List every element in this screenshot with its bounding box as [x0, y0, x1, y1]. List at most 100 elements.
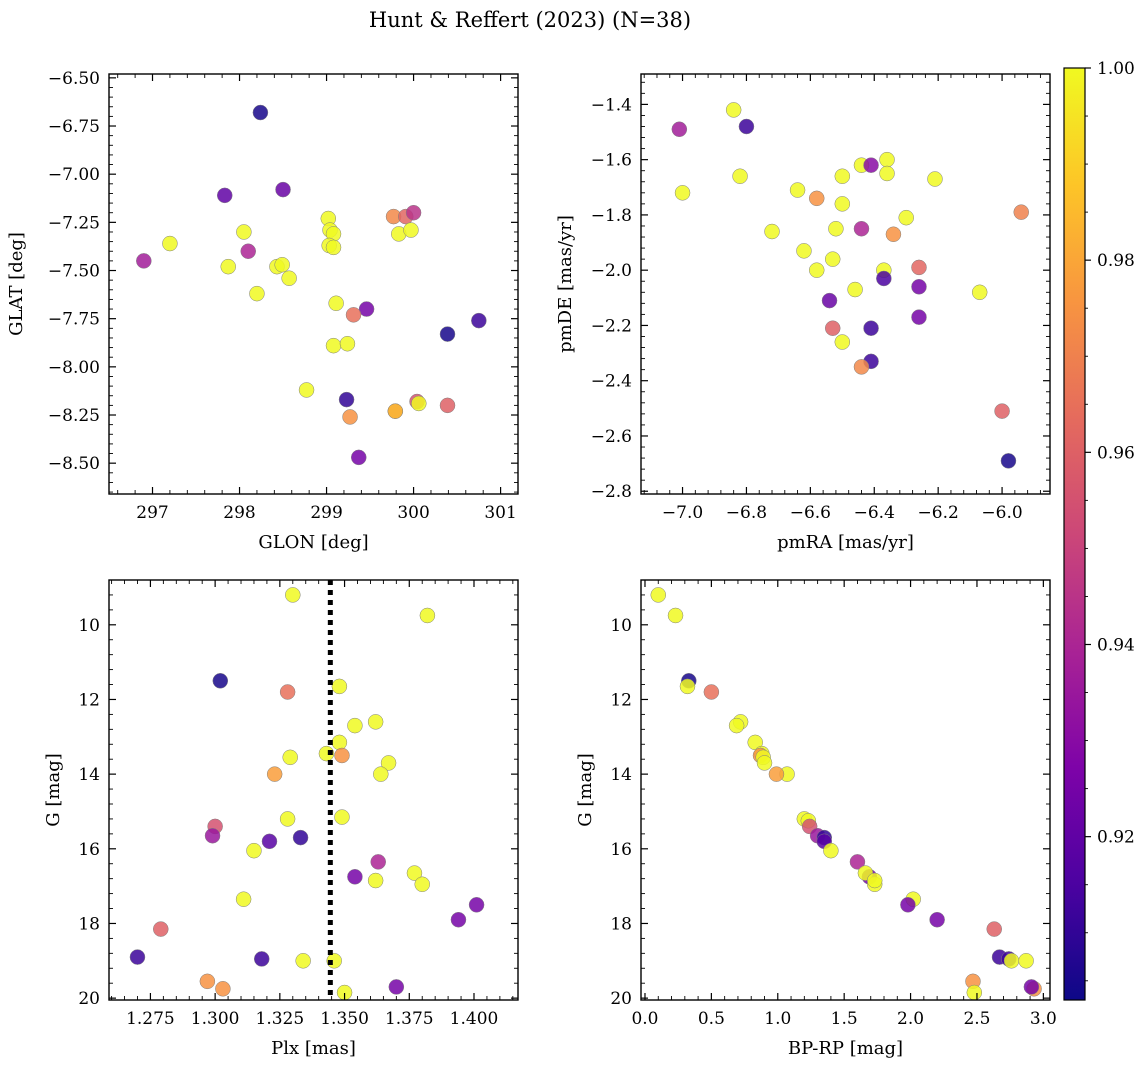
scatter-point [406, 865, 423, 881]
scatter-point [295, 953, 311, 969]
panel-glon-glat: 297 298 299 300 301 −6.50 −6.75 −7.00 −7.25 −7.50… [6, 69, 519, 553]
scatter-point [282, 749, 298, 766]
x-tick-label: 1.5 [831, 1009, 858, 1029]
scatter-point [334, 747, 350, 764]
scatter-point [279, 684, 296, 700]
x-tick-label: 2.5 [963, 1009, 990, 1029]
colorbar-tick-label: 0.92 [1097, 828, 1135, 848]
scatter-point [253, 951, 270, 967]
scatter-point [703, 684, 720, 700]
scatter-point [162, 235, 178, 252]
scatter-point [849, 854, 866, 870]
scatter-points [136, 104, 487, 466]
scatter-point [853, 220, 870, 237]
y-tick-label: −2.4 [591, 372, 632, 392]
scatter-point [403, 222, 419, 238]
x-tick-label: −7.0 [662, 503, 703, 523]
scatter-point [370, 854, 386, 870]
scatter-point [345, 307, 362, 323]
scatter-point [338, 391, 355, 408]
scatter-points [671, 102, 1029, 469]
y-tick-label: 18 [78, 914, 100, 934]
y-tick-label: −6.50 [48, 69, 100, 89]
x-axis-label: pmRA [mas/yr] [777, 532, 914, 553]
scatter-point [331, 678, 348, 695]
y-tick-label: −7.50 [48, 262, 100, 282]
colorbar-tick-label: 1.00 [1097, 59, 1135, 79]
scatter-point [876, 270, 892, 287]
colorbar-tick-label: 0.94 [1097, 635, 1135, 655]
scatter-point [732, 168, 748, 184]
x-tick-label: 1.300 [191, 1009, 240, 1029]
scatter-point [450, 911, 467, 928]
plot-frame [108, 73, 519, 495]
scatter-point [347, 869, 363, 885]
x-tick-label: 301 [484, 503, 516, 523]
scatter-point [336, 984, 353, 1000]
scatter-point [863, 320, 879, 336]
scatter-point [235, 891, 252, 907]
scatter-point [204, 827, 221, 844]
plot-frame [108, 579, 519, 1001]
y-tick-label: −8.50 [48, 454, 100, 474]
scatter-point [411, 395, 427, 412]
x-tick-label: −6.6 [790, 503, 831, 523]
panel-parallax-magnitude: 1.275 1.300 1.325 1.350 1.375 1.400 10 12 14 16 18… [43, 579, 519, 1059]
scatter-point [900, 897, 916, 913]
x-tick-label: 1.375 [385, 1009, 434, 1029]
scatter-point [764, 223, 780, 240]
scatter-points [129, 587, 485, 1000]
scatter-point [671, 121, 688, 138]
scatter-point [246, 842, 262, 859]
scatter-point [834, 196, 851, 212]
scatter-point [823, 842, 839, 859]
scatter-point [439, 326, 456, 342]
scatter-point [927, 171, 943, 187]
scatter-point [738, 118, 755, 135]
scatter-point [367, 872, 384, 889]
scatter-point [325, 239, 342, 256]
scatter-point [328, 295, 344, 312]
y-axis-label: pmDE [mas/yr] [555, 215, 576, 353]
scatter-point [828, 220, 844, 237]
y-tick-label: 10 [610, 616, 632, 636]
colorbar: 0.92 0.94 0.96 0.98 1.00 [1063, 59, 1135, 1001]
scatter-point [347, 717, 363, 734]
y-tick-label: 14 [610, 765, 632, 785]
scatter-point [768, 766, 785, 782]
y-tick-label: −2.6 [591, 427, 632, 447]
y-tick-label: −6.75 [48, 117, 100, 137]
y-tick-label: 10 [78, 616, 100, 636]
scatter-point [367, 714, 384, 730]
panel-color-magnitude: 0.0 0.5 1.0 1.5 2.0 2.5 3.0 10 12 14 16 18 20 BP-RP [… [575, 579, 1057, 1059]
x-tick-label: 1.0 [764, 1009, 791, 1029]
scatter-point [725, 102, 742, 118]
scatter-point [153, 921, 169, 937]
y-tick-label: 14 [78, 765, 100, 785]
scatter-point [879, 151, 895, 168]
scatter-point [325, 337, 342, 354]
scatter-point [405, 204, 422, 221]
scatter-point [380, 755, 397, 771]
scatter-point [898, 209, 914, 226]
y-tick-label: 16 [610, 840, 632, 860]
panel-proper-motion: −7.0 −6.8 −6.6 −6.4 −6.2 −6.0 −1.4 −1.6 −1.8 −2.0… [555, 73, 1051, 553]
scatter-points [650, 587, 1042, 1000]
scatter-point [911, 279, 927, 295]
scatter-point [388, 979, 405, 995]
scatter-point [285, 587, 301, 603]
y-tick-label: 12 [610, 690, 632, 710]
x-tick-label: 2.0 [897, 1009, 924, 1029]
scatter-point [863, 157, 879, 173]
scatter-point [199, 973, 216, 990]
colorbar-gradient [1063, 67, 1086, 1001]
scatter-point [808, 190, 825, 207]
scatter-point [994, 403, 1010, 419]
colorbar-tick-label: 0.98 [1097, 251, 1135, 271]
scatter-point [373, 766, 389, 782]
scatter-point [275, 181, 291, 198]
scatter-point [667, 607, 684, 624]
scatter-point [847, 281, 863, 298]
scatter-point [1018, 953, 1034, 969]
y-tick-label: −1.8 [591, 206, 632, 226]
